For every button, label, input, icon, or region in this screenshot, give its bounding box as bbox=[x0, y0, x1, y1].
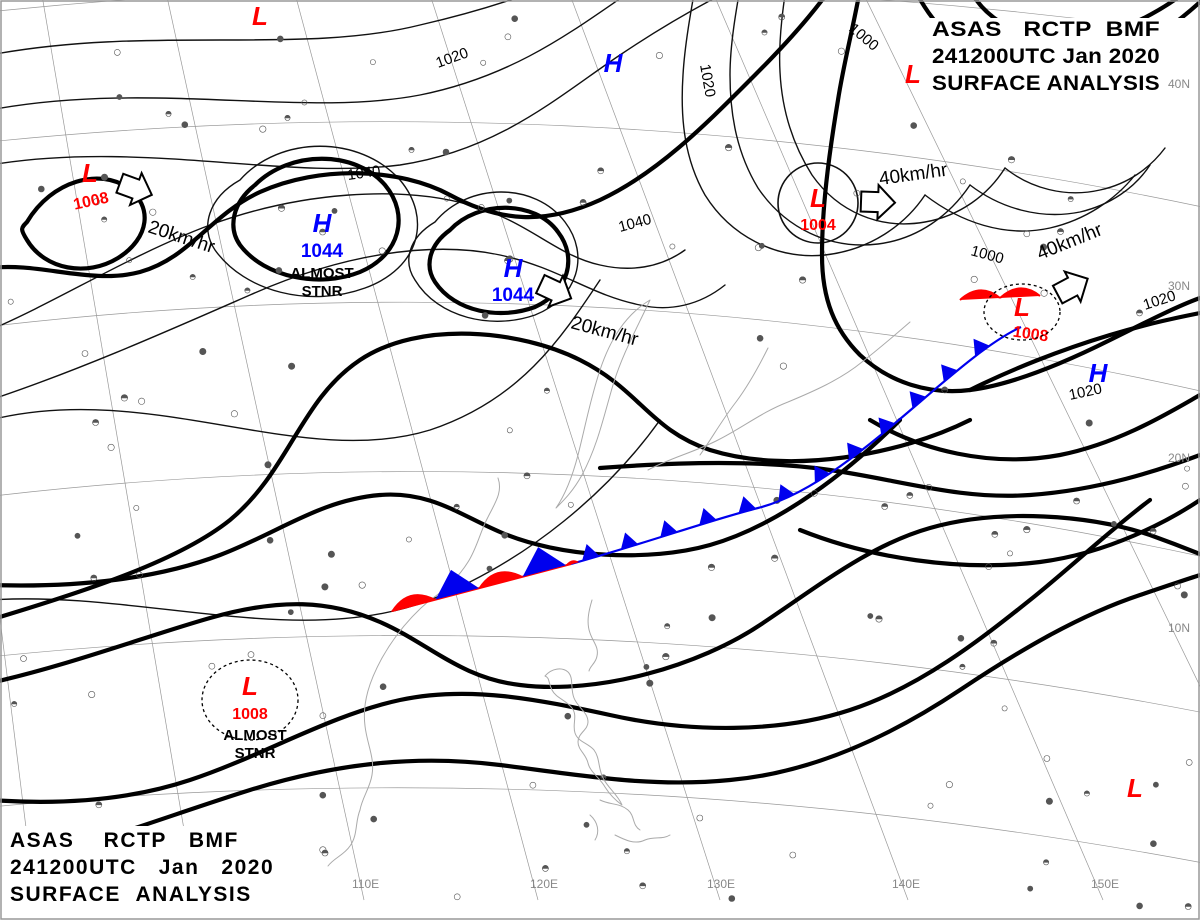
svg-text:241200UTC Jan 2020: 241200UTC Jan 2020 bbox=[10, 856, 274, 879]
svg-text:H: H bbox=[504, 253, 524, 283]
svg-text:120E: 120E bbox=[530, 877, 558, 891]
svg-text:L: L bbox=[1127, 773, 1143, 803]
svg-text:L: L bbox=[810, 183, 826, 213]
svg-text:L: L bbox=[82, 158, 98, 188]
svg-text:1004: 1004 bbox=[800, 217, 836, 234]
svg-text:STNR: STNR bbox=[302, 283, 343, 300]
svg-text:SURFACE ANALYSIS: SURFACE ANALYSIS bbox=[932, 72, 1160, 95]
svg-text:L: L bbox=[1014, 292, 1030, 322]
svg-text:ASAS RCTP BMF: ASAS RCTP BMF bbox=[932, 18, 1160, 41]
svg-text:ASAS RCTP BMF: ASAS RCTP BMF bbox=[10, 829, 239, 852]
svg-text:20N: 20N bbox=[1168, 451, 1190, 465]
svg-text:30N: 30N bbox=[1168, 279, 1190, 293]
svg-text:L: L bbox=[252, 1, 268, 31]
svg-text:H: H bbox=[604, 48, 624, 78]
svg-text:1044: 1044 bbox=[301, 241, 344, 262]
svg-text:ALMOST: ALMOST bbox=[223, 727, 286, 744]
svg-text:140E: 140E bbox=[892, 877, 920, 891]
svg-text:STNR: STNR bbox=[235, 745, 276, 762]
svg-text:H: H bbox=[313, 208, 333, 238]
svg-text:40N: 40N bbox=[1168, 77, 1190, 91]
svg-text:SURFACE ANALYSIS: SURFACE ANALYSIS bbox=[10, 883, 252, 906]
svg-text:L: L bbox=[905, 59, 921, 89]
svg-text:10N: 10N bbox=[1168, 621, 1190, 635]
svg-text:150E: 150E bbox=[1091, 877, 1119, 891]
svg-text:110E: 110E bbox=[352, 877, 379, 891]
svg-text:1008: 1008 bbox=[232, 706, 268, 723]
svg-text:241200UTC Jan 2020: 241200UTC Jan 2020 bbox=[932, 45, 1160, 68]
svg-text:L: L bbox=[242, 671, 258, 701]
svg-text:130E: 130E bbox=[707, 877, 735, 891]
svg-text:1044: 1044 bbox=[492, 285, 535, 306]
svg-text:ALMOST: ALMOST bbox=[290, 265, 353, 282]
